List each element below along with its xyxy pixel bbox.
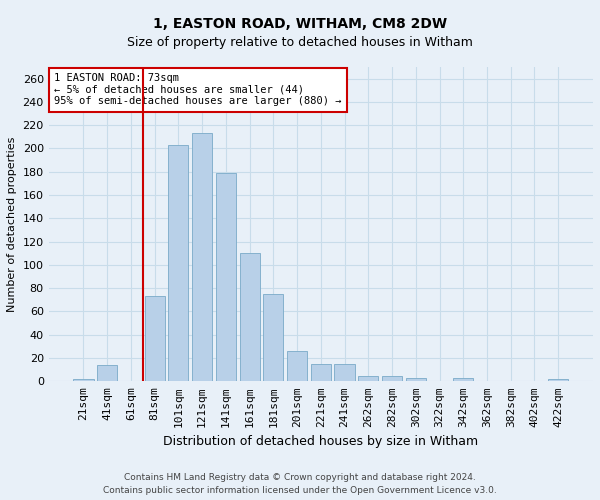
Bar: [382, 376, 402, 382]
Text: 1, EASTON ROAD, WITHAM, CM8 2DW: 1, EASTON ROAD, WITHAM, CM8 2DW: [153, 18, 447, 32]
Bar: [406, 378, 426, 382]
Bar: [548, 379, 568, 382]
Y-axis label: Number of detached properties: Number of detached properties: [7, 136, 17, 312]
Text: Size of property relative to detached houses in Witham: Size of property relative to detached ho…: [127, 36, 473, 49]
Bar: [192, 134, 212, 382]
Bar: [97, 365, 117, 382]
Bar: [358, 376, 379, 382]
Bar: [169, 145, 188, 382]
Text: Contains HM Land Registry data © Crown copyright and database right 2024.
Contai: Contains HM Land Registry data © Crown c…: [103, 474, 497, 495]
Bar: [453, 378, 473, 382]
Bar: [287, 351, 307, 382]
Bar: [334, 364, 355, 382]
Bar: [239, 254, 260, 382]
Text: 1 EASTON ROAD: 73sqm
← 5% of detached houses are smaller (44)
95% of semi-detach: 1 EASTON ROAD: 73sqm ← 5% of detached ho…: [54, 73, 341, 106]
Bar: [263, 294, 283, 382]
Bar: [311, 364, 331, 382]
X-axis label: Distribution of detached houses by size in Witham: Distribution of detached houses by size …: [163, 435, 478, 448]
Bar: [216, 173, 236, 382]
Bar: [73, 379, 94, 382]
Bar: [145, 296, 165, 382]
